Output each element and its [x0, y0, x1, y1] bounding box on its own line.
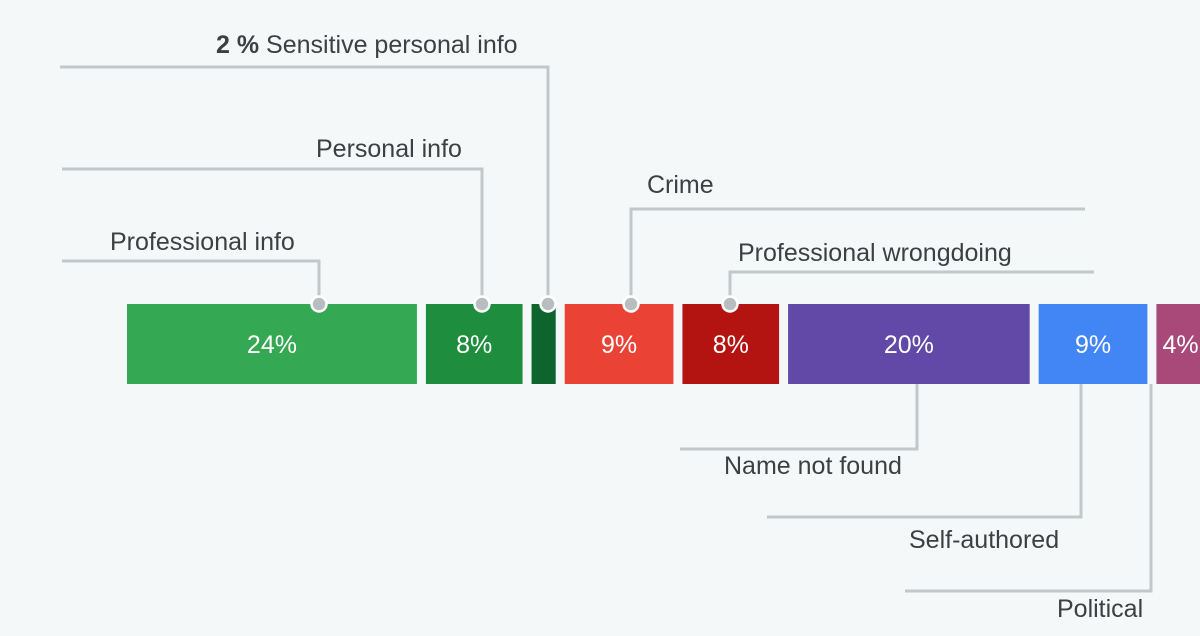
bar-name-not-found: [788, 304, 1030, 384]
bar-self-authored: [1038, 304, 1148, 384]
bar-value-label-self-authored: 9%: [1075, 331, 1111, 359]
leader-line-professional-wrongdoing: [728, 270, 1094, 304]
leader-line-name-not-found: [680, 384, 919, 451]
bar-crime: [564, 304, 674, 384]
bar-personal-info: [425, 304, 523, 384]
leader-line-self-authored: [767, 384, 1083, 519]
bar-value-label-personal-info: 8%: [456, 331, 492, 359]
category-label-professional-info: Professional info: [110, 228, 295, 256]
bar-professional-info: [127, 304, 417, 384]
leader-dot-professional-wrongdoing: [721, 295, 739, 313]
leader-line-personal-info: [62, 167, 484, 304]
leader-dot-professional-info: [310, 295, 328, 313]
leader-lines: [60, 65, 1153, 593]
leader-dot-personal-info: [473, 295, 491, 313]
category-label-crime: Crime: [647, 171, 714, 199]
bar-professional-wrongdoing: [682, 304, 780, 384]
bar-value-label-name-not-found: 20%: [884, 331, 934, 359]
category-label-name-not-found: Name not found: [724, 452, 902, 480]
category-labels: Professional info Personal info 2 % Sensit…: [110, 31, 1143, 623]
leader-line-crime: [629, 207, 1085, 304]
category-label-personal-info: Personal info: [316, 135, 462, 163]
bar-value-label-political: 4%: [1162, 331, 1198, 359]
category-label-professional-wrongdoing: Professional wrongdoing: [738, 239, 1012, 267]
category-value-prefix: 2 %: [216, 31, 266, 59]
leader-line-sensitive-personal-info: [60, 65, 550, 304]
bar-segments: 24% 8% 9% 8% 20% 9% 4%: [127, 304, 1200, 384]
bar-sensitive-personal-info: [531, 304, 556, 384]
bar-value-label-professional-info: 24%: [247, 331, 297, 359]
leader-line-political: [905, 384, 1153, 593]
leader-line-professional-info: [62, 259, 321, 304]
category-label-sensitive-personal-info: 2 % Sensitive personal info: [216, 31, 518, 59]
category-name: Sensitive personal info: [266, 31, 518, 59]
bar-political: [1156, 304, 1200, 384]
category-label-self-authored: Self-authored: [909, 526, 1059, 554]
bar-value-label-professional-wrongdoing: 8%: [713, 331, 749, 359]
leader-dot-crime: [622, 295, 640, 313]
leader-dot-sensitive-personal-info: [539, 295, 557, 313]
category-label-political: Political: [1057, 595, 1143, 623]
bar-value-label-crime: 9%: [601, 331, 637, 359]
